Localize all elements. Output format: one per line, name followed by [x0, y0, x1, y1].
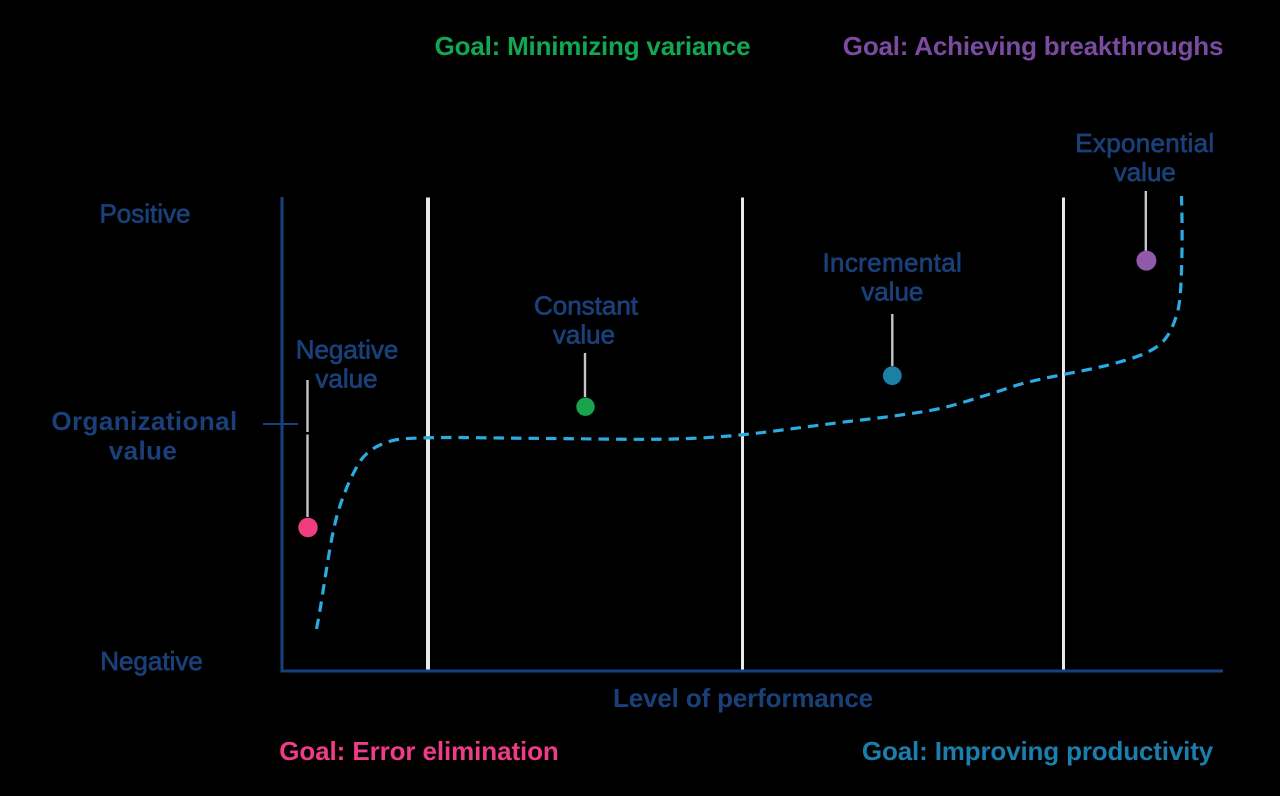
svg-text:Goal: Minimizing variance: Goal: Minimizing variance — [435, 31, 751, 61]
svg-text:Incremental: Incremental — [822, 248, 962, 278]
svg-text:Negative: Negative — [296, 335, 399, 365]
svg-text:Exponential: Exponential — [1075, 128, 1214, 158]
svg-text:value: value — [553, 320, 615, 350]
svg-text:Level of performance: Level of performance — [613, 683, 873, 713]
svg-text:value: value — [109, 436, 178, 466]
svg-text:Negative: Negative — [100, 646, 203, 676]
svg-text:Organizational: Organizational — [51, 406, 237, 436]
svg-text:Goal: Achieving breakthroughs: Goal: Achieving breakthroughs — [843, 31, 1223, 61]
svg-text:value: value — [861, 277, 923, 307]
svg-text:value: value — [315, 364, 377, 394]
svg-text:Constant: Constant — [534, 291, 639, 321]
svg-text:Goal: Improving productivity: Goal: Improving productivity — [862, 736, 1214, 766]
svg-text:Positive: Positive — [99, 199, 190, 229]
svg-text:Goal: Error elimination: Goal: Error elimination — [279, 736, 558, 766]
svg-text:value: value — [1114, 157, 1176, 187]
